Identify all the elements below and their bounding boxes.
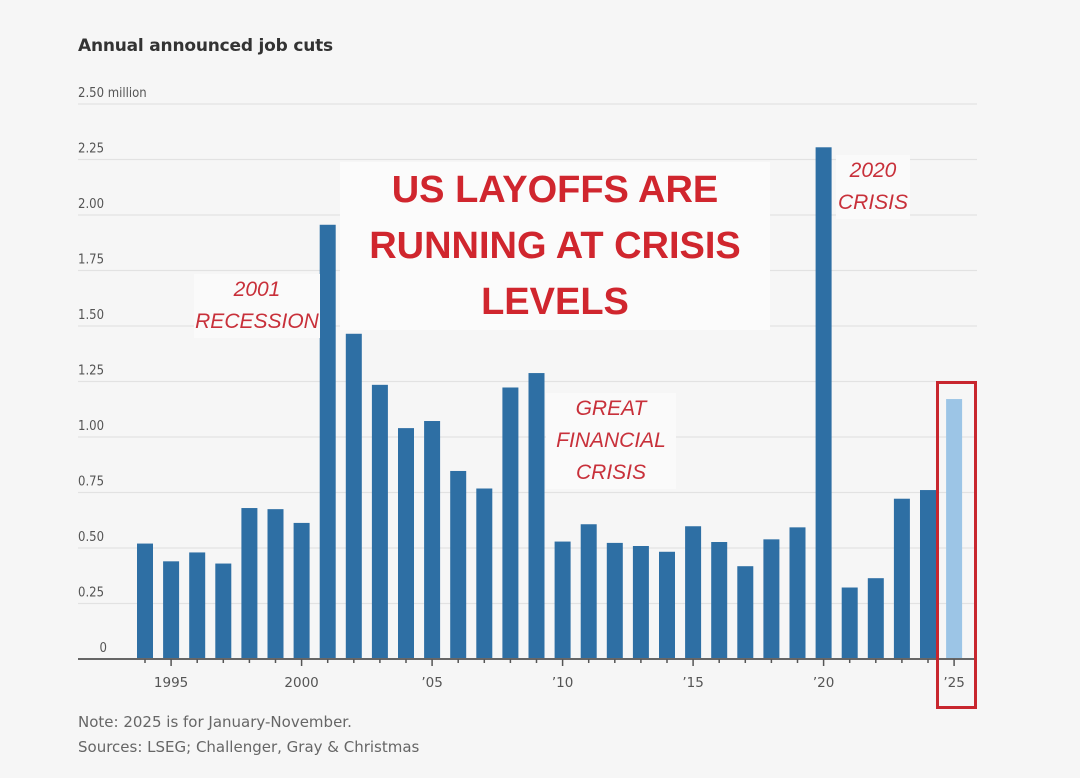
bar [424, 421, 441, 659]
headline-line: LEVELS [340, 274, 770, 330]
x-axis-labels: 1995 2000 ’05 ’10 ’15 ’20 ’25 [154, 675, 965, 691]
x-axis-ticks [144, 659, 955, 666]
annotation-line: 2020 [849, 159, 897, 182]
bar [163, 561, 180, 659]
annotation-line: CRISIS [837, 191, 908, 214]
annotation-line: GREAT [575, 397, 647, 420]
annotation-great-financial-crisis: GREAT FINANCIAL CRISIS [546, 393, 676, 489]
bar [685, 526, 702, 659]
annotation-line: FINANCIAL [556, 429, 666, 452]
headline-line: RUNNING AT CRISIS [340, 218, 770, 274]
y-tick-label: 2.50 million [78, 86, 147, 101]
bar [763, 539, 780, 659]
bar [841, 587, 858, 659]
bar [398, 428, 414, 659]
bar [189, 552, 206, 659]
x-tick-label: ’15 [682, 675, 703, 691]
x-tick-label: 1995 [154, 675, 188, 691]
bar [867, 578, 884, 659]
y-tick-label: 2.25 [78, 142, 104, 157]
bar [450, 470, 467, 659]
y-tick-label: 1.50 [78, 308, 104, 323]
footer-note: Note: 2025 is for January-November. [78, 713, 352, 731]
annotation-line: 2001 [233, 278, 281, 301]
y-tick-label: 0.75 [78, 475, 104, 490]
y-tick-label: 0 [100, 641, 107, 656]
bar [554, 541, 571, 659]
bar [137, 543, 153, 659]
bar [371, 384, 388, 659]
y-tick-label: 1.25 [78, 364, 104, 379]
y-axis-labels: 0 0.25 0.50 0.75 1.00 1.25 1.50 1.75 2.00 2.25 2.5… [78, 86, 147, 656]
y-tick-label: 0.25 [78, 586, 104, 601]
headline: US LAYOFFS ARE RUNNING AT CRISIS LEVELS [340, 162, 770, 330]
bar [319, 224, 336, 659]
annotation-line: CRISIS [575, 461, 646, 484]
y-tick-label: 2.00 [78, 197, 104, 212]
bar [580, 524, 597, 659]
y-tick-label: 0.50 [78, 530, 104, 545]
bar [893, 498, 910, 659]
bar-highlighted [946, 399, 963, 659]
bar [502, 387, 519, 659]
y-tick-label: 1.00 [78, 419, 104, 434]
bar [789, 527, 806, 659]
bar [659, 551, 675, 659]
bar [920, 490, 936, 659]
footer-sources: Sources: LSEG; Challenger, Gray & Christ… [78, 738, 420, 756]
headline-line: US LAYOFFS ARE [340, 162, 770, 218]
bar [215, 563, 232, 659]
bar [267, 509, 284, 659]
x-tick-label: ’05 [421, 675, 442, 691]
bar [606, 542, 623, 659]
highlight-box-2025 [936, 381, 978, 709]
annotation-2020-crisis: 2020 CRISIS [836, 155, 910, 219]
y-tick-label: 1.75 [78, 253, 104, 268]
bar [293, 522, 310, 659]
bars [137, 147, 963, 660]
x-tick-label: ’25 [943, 675, 964, 691]
bar [241, 508, 258, 659]
annotation-line: RECESSION [195, 310, 319, 333]
x-tick-label: 2000 [284, 675, 318, 691]
bar [737, 566, 754, 659]
annotation-2001-recession: 2001 RECESSION [194, 274, 320, 338]
bar [815, 147, 832, 660]
x-tick-label: ’10 [552, 675, 573, 691]
bar [632, 546, 649, 659]
bar [711, 542, 728, 659]
chart-title: Annual announced job cuts [78, 36, 333, 56]
footer-notes: Note: 2025 is for January-November. Sour… [78, 710, 419, 760]
bar [528, 373, 545, 659]
bar [345, 333, 362, 659]
bar [476, 488, 493, 659]
x-tick-label: ’20 [813, 675, 834, 691]
